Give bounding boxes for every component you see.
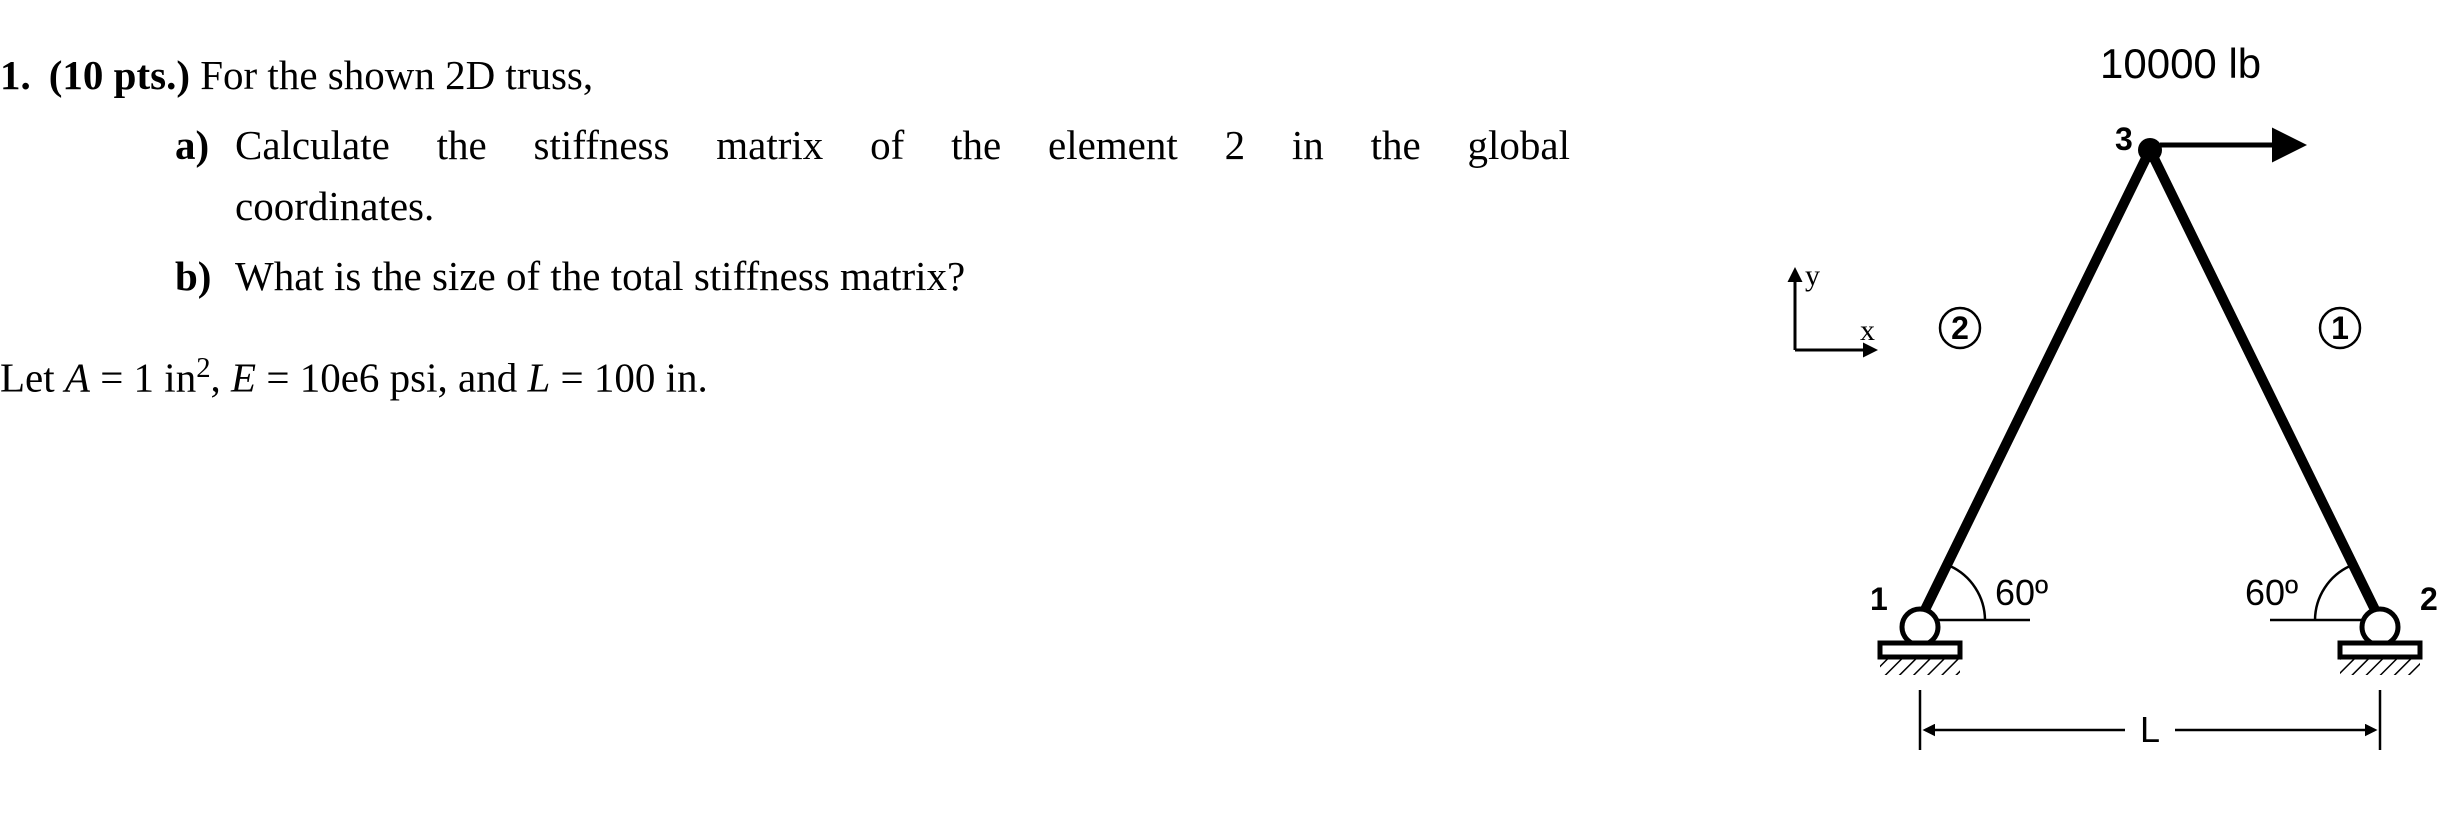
x-axis-label: x: [1860, 314, 1875, 347]
node-3-label: 3: [2115, 121, 2133, 157]
problem-intro-span: (10 pts.) For the shown 2D truss,: [49, 45, 593, 107]
params-prefix: Let: [0, 355, 65, 401]
node-2-label: 2: [2420, 581, 2438, 617]
truss-svg: y x 2 1 60º 60º 1 2 3: [1770, 40, 2446, 780]
part-a: a) Calculate the stiffness matrix of the…: [175, 115, 1570, 238]
element-2-label: 2: [1951, 310, 1969, 346]
element-1-label: 1: [2331, 310, 2349, 346]
param-A-sup: 2: [196, 352, 210, 384]
truss-figure: y x 2 1 60º 60º 1 2 3: [1770, 40, 2446, 780]
angle-arc-left: [1950, 566, 1985, 620]
subparts-list: a) Calculate the stiffness matrix of the…: [175, 115, 1570, 308]
part-a-line1: Calculate the stiffness matrix of the el…: [235, 122, 1570, 168]
part-b-label: b): [175, 246, 235, 308]
angle-label-left: 60º: [1995, 572, 2048, 613]
node-3-dot: [2138, 138, 2162, 162]
element-2-member: [1920, 150, 2150, 620]
part-a-line2: coordinates.: [235, 176, 1570, 238]
part-b-text: What is the size of the total stiffness …: [235, 246, 1570, 308]
part-a-label: a): [175, 115, 235, 238]
problem-intro: For the shown 2D truss,: [190, 52, 593, 98]
part-b: b) What is the size of the total stiffne…: [175, 246, 1570, 308]
node-1-label: 1: [1870, 581, 1888, 617]
param-E-var: E: [231, 355, 256, 401]
param-A-val: = 1 in: [90, 355, 196, 401]
angle-label-right: 60º: [2245, 572, 2298, 613]
problem-first-line: 1. (10 pts.) For the shown 2D truss,: [0, 45, 1570, 107]
param-sep: ,: [211, 355, 232, 401]
problem-text-block: 1. (10 pts.) For the shown 2D truss, a) …: [0, 45, 1570, 409]
problem-points: (10 pts.): [49, 52, 190, 98]
param-L-val: = 100 in.: [550, 355, 708, 401]
angle-arc-right: [2315, 566, 2350, 620]
parameters-line: Let A = 1 in2, E = 10e6 psi, and L = 100…: [0, 347, 1570, 409]
element-1-member: [2150, 150, 2380, 620]
dimension-label: L: [2140, 709, 2160, 750]
param-A-var: A: [65, 355, 90, 401]
param-L-var: L: [527, 355, 550, 401]
problem-number: 1.: [0, 45, 31, 107]
y-axis-label: y: [1805, 259, 1820, 292]
param-E-val: = 10e6 psi, and: [256, 355, 527, 401]
force-label: 10000 lb: [2100, 40, 2261, 88]
part-a-text: Calculate the stiffness matrix of the el…: [235, 115, 1570, 238]
